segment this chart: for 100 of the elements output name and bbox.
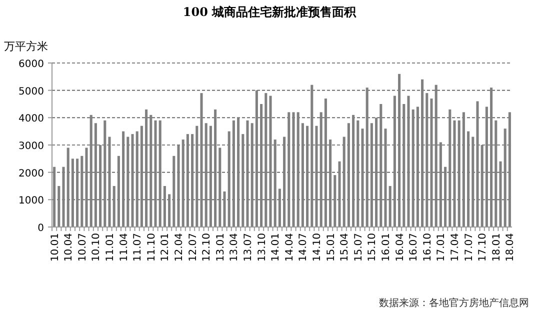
bar xyxy=(140,126,143,227)
bar xyxy=(117,156,120,227)
bar xyxy=(58,186,60,227)
x-tick-label: 16.10 xyxy=(422,233,434,262)
bar xyxy=(398,74,401,227)
x-tick-label: 12.10 xyxy=(202,233,213,262)
bar xyxy=(375,118,378,227)
bar xyxy=(168,194,171,227)
x-tick-label: 15.04 xyxy=(340,233,351,262)
bar xyxy=(278,188,281,227)
bar xyxy=(310,84,314,227)
y-axis-title: 万平方米 xyxy=(4,40,48,53)
bar xyxy=(150,114,152,227)
bar xyxy=(94,123,97,227)
bar xyxy=(444,166,447,227)
x-tick-label: 17.07 xyxy=(464,233,475,262)
bar xyxy=(472,136,474,227)
chart-title: 100 城商品住宅新批准预售面积 xyxy=(182,5,358,19)
bar xyxy=(177,145,180,227)
bar xyxy=(242,134,244,227)
x-tick-label: 10.01 xyxy=(50,233,61,262)
bar xyxy=(504,128,506,227)
bar xyxy=(204,123,208,227)
bar xyxy=(320,112,322,227)
bar xyxy=(136,131,138,227)
bar xyxy=(366,88,368,227)
bar xyxy=(508,112,511,227)
bar xyxy=(145,109,148,227)
bar xyxy=(53,166,56,227)
y-tick-label: 0 xyxy=(38,223,44,234)
bar xyxy=(421,79,424,227)
x-tick-label: 16.04 xyxy=(394,233,406,262)
bar xyxy=(384,128,387,227)
bar xyxy=(209,126,212,227)
bar xyxy=(158,120,162,227)
bar xyxy=(476,101,479,227)
bar xyxy=(246,120,249,227)
bar xyxy=(112,186,116,227)
bar xyxy=(388,186,392,227)
bar xyxy=(104,120,106,227)
bar xyxy=(480,145,484,227)
bar xyxy=(264,93,268,227)
bar xyxy=(453,120,456,227)
x-tick-label: 14.04 xyxy=(284,233,296,262)
bar xyxy=(62,166,65,227)
bar xyxy=(232,120,235,227)
bar xyxy=(347,123,350,227)
bar xyxy=(269,96,272,227)
x-tick-label: 16.07 xyxy=(408,233,420,262)
x-tick-label: 14.07 xyxy=(298,233,310,262)
bar xyxy=(191,134,194,227)
y-tick-label: 5000 xyxy=(18,86,44,98)
bar xyxy=(334,175,336,227)
bar xyxy=(163,186,166,227)
bar xyxy=(352,114,355,227)
bar xyxy=(494,120,498,227)
bar xyxy=(250,123,254,227)
bar xyxy=(214,109,217,227)
bar xyxy=(85,148,88,227)
bar xyxy=(218,148,222,227)
bar xyxy=(260,104,263,227)
bar xyxy=(296,112,300,227)
bar xyxy=(283,136,286,227)
y-tick-label: 2000 xyxy=(18,168,44,180)
x-tick-label: 12.04 xyxy=(174,233,185,262)
x-tick-label: 16.01 xyxy=(381,233,392,262)
x-tick-label: 12.07 xyxy=(188,233,199,262)
source-note: 数据来源：各地官方房地产信息网 xyxy=(379,297,529,309)
y-tick-label: 6000 xyxy=(18,59,44,70)
bar xyxy=(292,112,295,227)
x-tick-label: 10.04 xyxy=(64,233,75,262)
bar xyxy=(393,96,396,227)
bar xyxy=(66,148,70,227)
bar xyxy=(430,98,433,227)
x-tick-label: 15.10 xyxy=(367,233,378,262)
x-tick-label: 12.01 xyxy=(160,233,172,262)
x-tick-label: 13.10 xyxy=(256,233,268,262)
x-tick-label: 11.01 xyxy=(105,233,116,262)
bar xyxy=(186,134,189,227)
x-tick-label: 11.04 xyxy=(118,233,130,262)
bar xyxy=(108,136,111,227)
x-tick-label: 10.10 xyxy=(91,233,102,262)
bar xyxy=(122,131,125,227)
bar xyxy=(402,104,406,227)
x-tick-label: 14.10 xyxy=(312,233,323,262)
bar xyxy=(76,158,79,227)
bar xyxy=(412,109,414,227)
bar xyxy=(338,161,341,227)
bar xyxy=(380,104,382,227)
bar xyxy=(356,120,360,227)
bar xyxy=(237,118,240,227)
bar xyxy=(71,158,74,227)
bar xyxy=(416,106,419,227)
bar xyxy=(342,136,346,227)
bar xyxy=(200,93,203,227)
bar xyxy=(274,140,276,227)
bar xyxy=(255,90,258,227)
bar xyxy=(370,123,373,227)
bar xyxy=(80,156,84,227)
bar xyxy=(407,96,410,227)
